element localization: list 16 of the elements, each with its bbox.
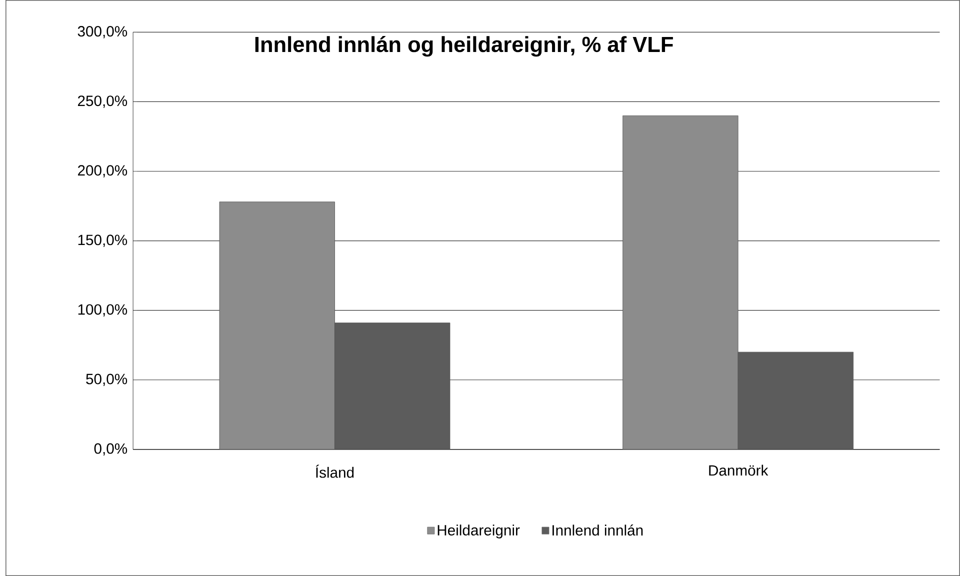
y-tick-label: 100,0%	[78, 304, 128, 316]
y-tick-label: 300,0%	[78, 26, 128, 38]
legend-label: Innlend innlán	[552, 524, 643, 536]
x-tick-label: Ísland	[316, 464, 354, 478]
y-tick-label: 0,0%	[94, 443, 128, 456]
y-tick-label: 150,0%	[78, 234, 128, 247]
y-tick-label: 50,0%	[86, 374, 128, 386]
y-tick-label: 200,0%	[78, 165, 128, 178]
y-tick-label: 250,0%	[78, 96, 128, 108]
bar	[622, 115, 738, 450]
legend-label: Heildareignir	[438, 524, 520, 538]
chart-title: Innlend innlán og heildareignir, % af VLF	[255, 36, 673, 57]
bar	[334, 322, 450, 450]
x-tick-label: Danmörk	[709, 464, 768, 476]
bar	[219, 202, 335, 450]
bar	[738, 352, 854, 450]
